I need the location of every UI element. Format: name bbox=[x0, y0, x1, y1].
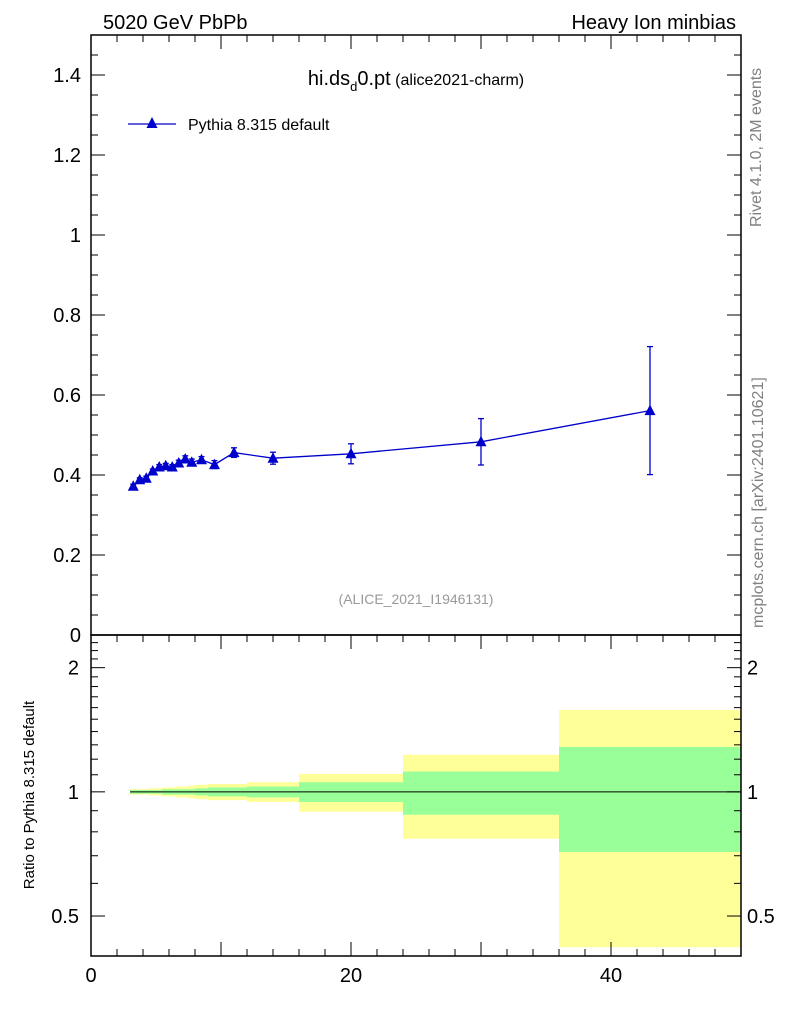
data-point bbox=[644, 404, 656, 416]
data-point bbox=[196, 453, 207, 465]
y-tick-label: 1.2 bbox=[53, 145, 81, 167]
data-point bbox=[140, 472, 152, 483]
x-tick-label: 40 bbox=[600, 965, 622, 987]
data-point bbox=[228, 446, 240, 458]
ratio-band-inner bbox=[403, 771, 559, 815]
plot-title: hi.dsd0.pt (alice2021-charm) bbox=[308, 68, 524, 94]
ratio-y-tick-label: 2 bbox=[68, 658, 79, 680]
data-point bbox=[345, 447, 357, 459]
data-point bbox=[147, 465, 159, 476]
y-tick-label: 0.4 bbox=[53, 465, 81, 487]
ratio-plot-frame bbox=[90, 634, 742, 957]
data-point bbox=[127, 480, 139, 491]
y-tick-label: 0 bbox=[70, 625, 81, 647]
ratio-y-tick-label-right: 1 bbox=[747, 782, 758, 804]
header-left-label: 5020 GeV PbPb bbox=[103, 12, 248, 34]
y-tick-label: 0.2 bbox=[53, 545, 81, 567]
rivet-version-label: Rivet 4.1.0, 2M events bbox=[748, 68, 765, 227]
data-point bbox=[267, 452, 279, 463]
data-point bbox=[173, 457, 185, 468]
y-tick-label: 1.4 bbox=[53, 65, 81, 87]
legend-label: Pythia 8.315 default bbox=[188, 117, 330, 134]
data-point bbox=[166, 461, 178, 472]
ratio-y-tick-label-right: 0.5 bbox=[747, 906, 775, 928]
data-point bbox=[475, 435, 487, 447]
data-point bbox=[186, 456, 198, 467]
ratio-band-inner bbox=[559, 746, 741, 852]
data-point bbox=[209, 458, 220, 470]
legend-marker bbox=[146, 117, 158, 128]
header-right-label: Heavy Ion minbias bbox=[571, 12, 736, 34]
y-tick-label: 1 bbox=[70, 225, 81, 247]
data-point bbox=[160, 459, 172, 471]
main-plot-panel: 0 0.2 0.4 0.6 0.8 1 1.2 1.4 (ALICE_2021_I1946131… bbox=[53, 34, 742, 647]
y-tick-label: 0.6 bbox=[53, 385, 81, 407]
analysis-watermark: (ALICE_2021_I1946131) bbox=[339, 591, 494, 607]
y-tick-label: 0.8 bbox=[53, 305, 81, 327]
mcplots-label: mcplots.cern.ch [arXiv:2401.10621] bbox=[750, 377, 767, 628]
x-tick-label: 0 bbox=[85, 965, 96, 987]
ratio-axis-label: Ratio to Pythia 8.315 default bbox=[21, 700, 38, 889]
ratio-y-tick-label: 1 bbox=[68, 782, 79, 804]
series-line bbox=[132, 409, 651, 487]
data-point bbox=[179, 453, 191, 464]
ratio-y-tick-label: 0.5 bbox=[51, 906, 79, 928]
x-tick-label: 20 bbox=[340, 965, 362, 987]
ratio-y-tick-label-right: 2 bbox=[747, 658, 758, 680]
